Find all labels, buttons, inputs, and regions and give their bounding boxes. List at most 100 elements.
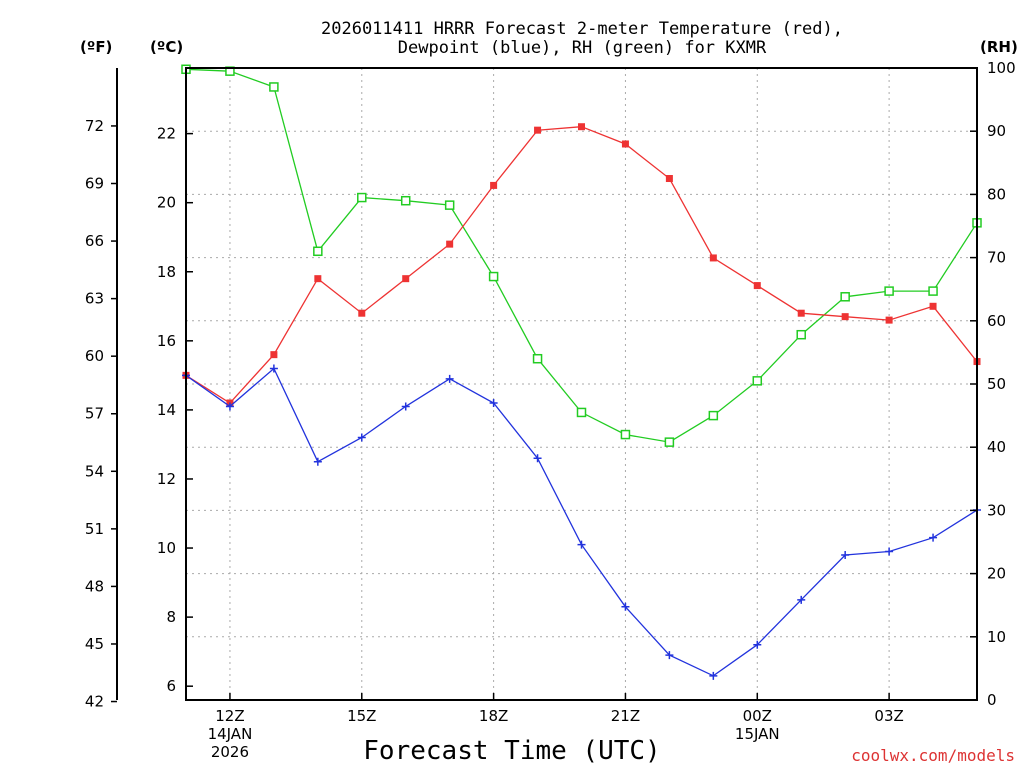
temperature-point xyxy=(621,140,629,148)
title-line-1: 2026011411 HRRR Forecast 2-meter Tempera… xyxy=(321,19,843,39)
fahrenheit-tick-label: 42 xyxy=(85,693,104,711)
left-axes: 42 45 48 51 54 57 60 63 66 69 72 6 8 10 12 14 16 18 20 22 xyxy=(85,68,193,711)
temperature-point xyxy=(314,275,322,283)
fahrenheit-tick-label: 54 xyxy=(85,462,104,480)
rh-tick-label: 30 xyxy=(987,501,1006,519)
rh-point xyxy=(620,429,631,440)
temperature-point xyxy=(270,351,278,359)
temperature-point xyxy=(534,126,542,134)
rh-point xyxy=(269,82,279,92)
rh-tick-label: 20 xyxy=(987,565,1006,583)
celsius-tick-label: 16 xyxy=(157,332,176,350)
dewpoint-point xyxy=(665,651,674,660)
dewpoint-point xyxy=(489,398,498,407)
dewpoint-point xyxy=(929,533,938,542)
temperature-point xyxy=(665,175,673,183)
dewpoint-point xyxy=(313,457,322,466)
rh-point xyxy=(313,246,323,257)
dewpoint-point xyxy=(357,433,366,442)
rh-point xyxy=(664,437,675,447)
temperature-point xyxy=(402,275,410,283)
celsius-tick-label: 14 xyxy=(157,401,176,419)
credit-label: coolwx.com/models xyxy=(851,746,1015,765)
rh-tick-label: 70 xyxy=(987,249,1006,267)
dewpoint-point xyxy=(577,540,586,549)
rh-tick-label: 100 xyxy=(987,59,1016,77)
temperature-point xyxy=(797,309,805,317)
celsius-tick-label: 6 xyxy=(166,677,176,695)
fahrenheit-tick-label: 51 xyxy=(85,520,104,538)
temperature-point xyxy=(753,282,761,290)
x-tick-label: 18Z xyxy=(479,707,508,725)
x-tick-label: 2026 xyxy=(211,743,249,761)
rh-tick-label: 80 xyxy=(987,185,1006,203)
rh-tick-label: 10 xyxy=(987,628,1006,646)
dewpoint-point xyxy=(841,550,850,559)
rh-axis: 0 10 20 30 40 50 60 70 80 90 100 xyxy=(970,59,1016,709)
x-tick-label: 15Z xyxy=(347,707,376,725)
dewpoint-point xyxy=(621,602,630,611)
dewpoint-point xyxy=(269,364,278,373)
temperature-point xyxy=(709,254,717,262)
celsius-tick-label: 10 xyxy=(157,539,176,557)
fahrenheit-tick-label: 60 xyxy=(85,347,104,365)
dewpoint-point xyxy=(797,595,806,604)
dewpoint-point xyxy=(533,454,542,463)
grid-lines xyxy=(186,68,977,700)
x-tick-label: 21Z xyxy=(611,707,640,725)
dewpoint-point xyxy=(885,547,894,556)
rh-point xyxy=(488,271,499,282)
x-tick-label: 00Z xyxy=(743,707,772,725)
title-line-2: Dewpoint (blue), RH (green) for KXMR xyxy=(398,38,767,58)
rh-point xyxy=(708,410,719,421)
x-tick-label: 03Z xyxy=(874,707,903,725)
rh-point xyxy=(400,195,411,206)
temperature-point xyxy=(358,309,366,317)
fahrenheit-tick-label: 57 xyxy=(85,405,104,423)
temperature-point xyxy=(929,302,937,310)
x-tick-label: 14JAN xyxy=(208,725,253,743)
fahrenheit-tick-label: 45 xyxy=(85,635,104,653)
x-tick-label: 15JAN xyxy=(735,725,780,743)
chart-title: 2026011411 HRRR Forecast 2-meter Tempera… xyxy=(321,19,843,58)
rh-point xyxy=(752,376,763,386)
temperature-point xyxy=(446,240,454,248)
rh-point xyxy=(444,200,455,210)
dewpoint-point xyxy=(445,374,454,383)
rh-point xyxy=(884,286,894,296)
x-axis-label: Forecast Time (UTC) xyxy=(363,736,660,766)
temperature-point xyxy=(885,316,893,324)
rh-tick-label: 90 xyxy=(987,122,1006,140)
rh-tick-label: 50 xyxy=(987,375,1006,393)
fahrenheit-tick-label: 63 xyxy=(85,290,104,308)
rh-tick-label: 60 xyxy=(987,312,1006,330)
celsius-tick-label: 20 xyxy=(157,194,176,212)
fahrenheit-tick-label: 48 xyxy=(85,577,104,595)
celsius-unit-label: (ºC) xyxy=(150,38,183,56)
fahrenheit-tick-label: 66 xyxy=(85,232,104,250)
rh-tick-label: 0 xyxy=(987,691,997,709)
temperature-point xyxy=(578,123,585,131)
rh-point xyxy=(576,407,587,418)
temperature-point xyxy=(841,313,849,321)
dewpoint-point xyxy=(225,402,234,411)
fahrenheit-tick-label: 72 xyxy=(85,117,104,135)
rh-point xyxy=(532,353,543,364)
rh-unit-label: (RH) xyxy=(980,38,1018,56)
celsius-tick-label: 12 xyxy=(157,470,176,488)
rh-point xyxy=(357,192,367,203)
fahrenheit-tick-label: 69 xyxy=(85,175,104,193)
temperature-line xyxy=(185,126,978,404)
rh-point xyxy=(928,286,938,296)
rh-point xyxy=(840,292,850,302)
rh-point xyxy=(796,329,806,340)
celsius-tick-label: 18 xyxy=(157,263,176,281)
celsius-tick-label: 22 xyxy=(157,125,176,143)
rh-tick-label: 40 xyxy=(987,438,1006,456)
celsius-tick-label: 8 xyxy=(166,608,176,626)
fahrenheit-unit-label: (ºF) xyxy=(80,38,112,56)
data-series xyxy=(181,64,982,680)
x-tick-label: 12Z xyxy=(215,707,244,725)
